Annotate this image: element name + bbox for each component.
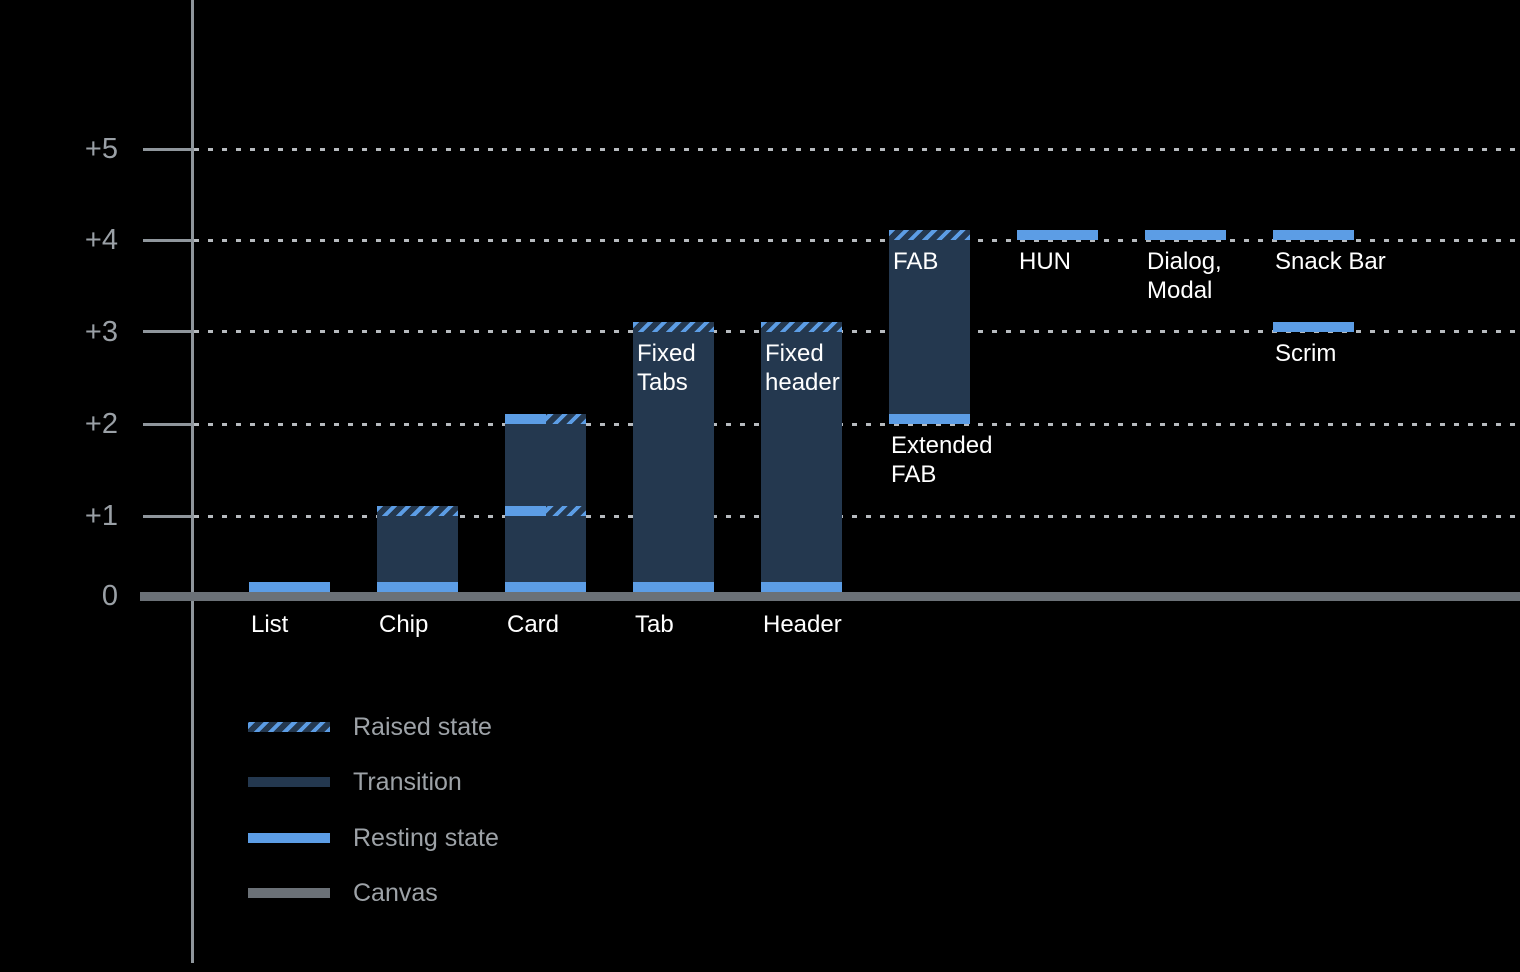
y-tick	[143, 330, 194, 333]
segment-resting-hun	[1017, 230, 1098, 240]
label-line: HUN	[1019, 248, 1071, 275]
segment-transition-chip	[377, 516, 458, 582]
segment-raised-fab	[889, 230, 970, 240]
canvas-line	[140, 592, 1520, 601]
label-line: header	[765, 368, 840, 396]
segment-transition-card	[505, 516, 586, 582]
y-axis-line	[191, 0, 194, 963]
segment-resting-card	[505, 582, 586, 592]
bar-label-header: Header	[763, 610, 842, 639]
legend-swatch-raised	[248, 722, 330, 732]
y-tick-label: +2	[84, 408, 118, 440]
segment-resting-card	[505, 506, 546, 516]
label-line: FAB	[893, 248, 939, 275]
label-line: Fixed	[637, 339, 696, 367]
y-tick-label: +5	[84, 133, 118, 165]
legend-item-transition: Transition	[353, 768, 462, 796]
bar-label-chip: Chip	[379, 610, 428, 639]
label-line: Fixed	[765, 339, 824, 367]
bar-label-list: List	[251, 610, 288, 639]
gridline	[194, 422, 1520, 426]
segment-resting-list	[249, 582, 330, 592]
label-line: Modal	[1147, 277, 1213, 304]
segment-resting-chip	[377, 582, 458, 592]
bar-under-label-scrim: Scrim	[1275, 339, 1336, 368]
bar-label-tab: Tab	[635, 610, 674, 639]
bar-under-label-fab: Extended FAB	[891, 431, 992, 489]
segment-raised-tab	[633, 321, 714, 332]
label-line: Scrim	[1275, 339, 1337, 367]
segment-resting-header	[761, 582, 842, 592]
y-tick	[143, 147, 194, 151]
segment-resting-tab	[633, 582, 714, 592]
segment-transition-tab	[633, 331, 714, 582]
label-line: Extended	[891, 432, 993, 459]
legend-item-resting: Resting state	[353, 824, 499, 852]
label-line: Dialog,	[1147, 248, 1222, 275]
label-line: Tabs	[637, 368, 688, 396]
label-line: FAB	[891, 461, 937, 488]
label-line: List	[251, 611, 289, 638]
bar-under-label-snack-bar: Snack Bar	[1275, 247, 1386, 276]
bar-label-card: Card	[507, 610, 559, 639]
segment-raised-chip	[377, 506, 458, 516]
segment-raised-card	[545, 414, 586, 424]
segment-transition-card	[505, 424, 586, 506]
segment-resting-dialog-modal	[1145, 230, 1226, 240]
segment-resting-scrim	[1273, 321, 1354, 332]
segment-resting-snack-bar	[1273, 230, 1354, 240]
bar-inner-label-fab: FAB	[893, 247, 938, 276]
legend-swatch-resting	[248, 833, 330, 843]
bar-inner-label-header: Fixed header	[765, 339, 840, 397]
y-tick-label: +4	[84, 224, 118, 256]
segment-transition-header	[761, 331, 842, 582]
gridline	[194, 514, 1520, 518]
segment-resting-fab	[889, 414, 970, 424]
label-line: Tab	[635, 611, 674, 638]
y-tick-label: +3	[84, 315, 118, 348]
segment-raised-header	[761, 321, 842, 332]
y-tick-label: +1	[84, 500, 118, 532]
bar-inner-label-tab: Fixed Tabs	[637, 339, 696, 397]
gridline	[194, 147, 1520, 151]
gridline	[194, 238, 1520, 242]
legend-swatch-transition	[248, 777, 330, 787]
segment-resting-card	[505, 414, 546, 424]
label-line: Card	[507, 611, 560, 638]
legend-item-raised: Raised state	[353, 713, 492, 741]
label-line: Header	[763, 611, 842, 638]
label-line: Snack Bar	[1275, 248, 1386, 275]
y-tick-label: 0	[101, 580, 118, 612]
bar-under-label-hun: HUN	[1019, 247, 1071, 276]
y-tick	[143, 422, 194, 426]
gridline	[194, 330, 1520, 333]
segment-transition-fab	[889, 240, 970, 414]
bar-under-label-dialog-modal: Dialog, Modal	[1147, 247, 1222, 305]
segment-raised-card	[545, 506, 586, 516]
legend-item-canvas: Canvas	[353, 879, 438, 907]
y-tick	[143, 238, 194, 242]
label-line: Chip	[379, 611, 429, 638]
y-tick	[143, 514, 194, 518]
legend-swatch-canvas	[248, 888, 330, 898]
